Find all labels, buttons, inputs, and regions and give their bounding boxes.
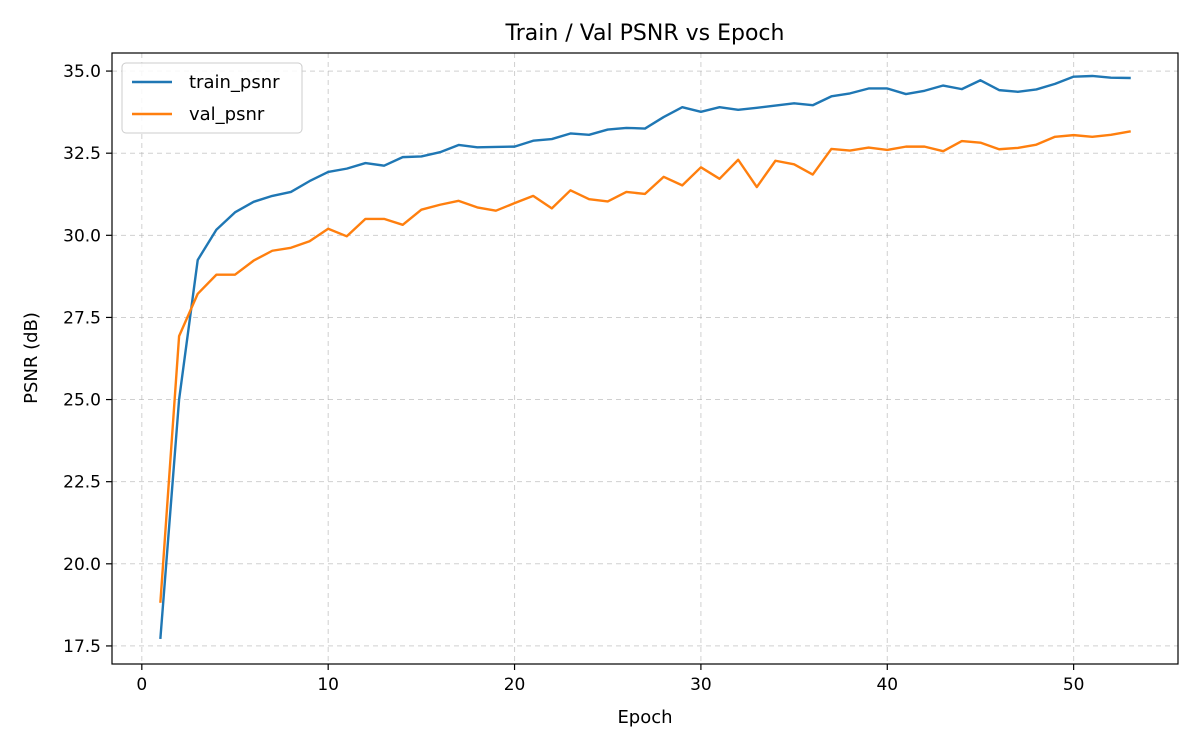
x-tick-label: 40 xyxy=(876,675,898,695)
plot-area-frame xyxy=(111,52,1179,665)
x-tick-label: 0 xyxy=(136,675,147,695)
y-tick-label: 27.5 xyxy=(63,308,101,328)
legend: train_psnr val_psnr xyxy=(121,62,303,134)
y-tick-label: 25.0 xyxy=(63,391,101,411)
axis-ticks: 0 10 20 30 40 50 17.5 20.0 22.5 25.0 27.5 30.0 32.5 3… xyxy=(63,62,1084,695)
y-axis-label: PSNR (dB) xyxy=(21,312,42,404)
legend-val-psnr-label: val_psnr xyxy=(189,104,265,125)
x-tick-label: 10 xyxy=(317,675,339,695)
series-lines xyxy=(159,74,1131,640)
series-line-val-psnr xyxy=(159,130,1131,603)
y-tick-label: 20.0 xyxy=(63,555,101,575)
x-tick-label: 20 xyxy=(504,675,526,695)
y-tick-label: 35.0 xyxy=(63,62,101,82)
x-tick-label: 30 xyxy=(690,675,712,695)
y-tick-label: 17.5 xyxy=(63,637,101,657)
series-line-train-psnr xyxy=(159,74,1131,640)
x-tick-label: 50 xyxy=(1063,675,1085,695)
legend-train-psnr-label: train_psnr xyxy=(189,72,280,93)
legend-box xyxy=(121,62,303,134)
y-tick-label: 32.5 xyxy=(63,144,101,164)
grid-lines xyxy=(112,53,1178,664)
y-tick-label: 22.5 xyxy=(63,473,101,493)
y-tick-label: 30.0 xyxy=(63,226,101,246)
x-axis-label: Epoch xyxy=(617,707,672,728)
chart-title: Train / Val PSNR vs Epoch xyxy=(505,21,785,46)
